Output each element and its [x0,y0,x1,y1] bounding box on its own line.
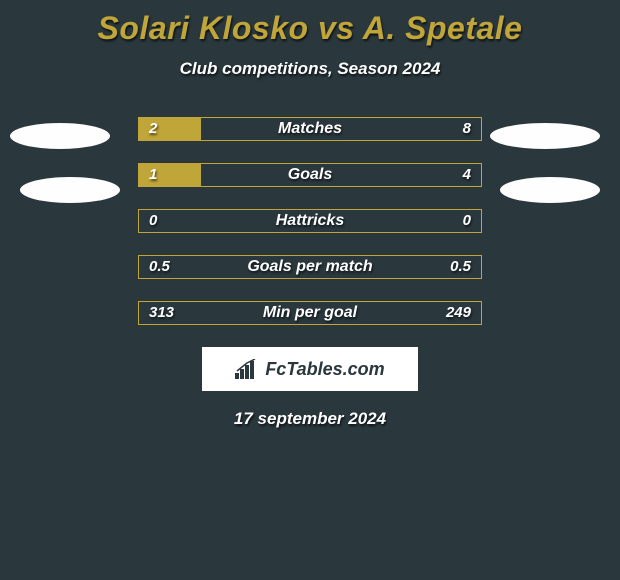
stat-row: 0Hattricks0 [138,209,482,233]
decorative-oval [10,123,110,149]
decorative-oval [500,177,600,203]
stat-row: 0.5Goals per match0.5 [138,255,482,279]
stat-value-right: 8 [463,118,471,140]
stat-value-right: 4 [463,164,471,186]
stat-label: Goals [139,164,481,186]
stat-value-right: 0.5 [450,256,471,278]
stat-label: Min per goal [139,302,481,324]
decorative-oval [490,123,600,149]
stat-value-right: 0 [463,210,471,232]
stat-row: 2Matches8 [138,117,482,141]
brand-text: FcTables.com [265,359,384,380]
page-title: Solari Klosko vs A. Spetale [0,0,620,47]
stat-label: Matches [139,118,481,140]
stat-label: Goals per match [139,256,481,278]
subtitle: Club competitions, Season 2024 [0,59,620,79]
brand-badge: FcTables.com [202,347,418,391]
stat-row: 313Min per goal249 [138,301,482,325]
date-text: 17 september 2024 [0,409,620,429]
brand-chart-icon [235,359,259,379]
stat-value-right: 249 [446,302,471,324]
stat-label: Hattricks [139,210,481,232]
comparison-rows: 2Matches8 1Goals4 0Hattricks0 0.5Goals per … [138,117,482,325]
stat-row: 1Goals4 [138,163,482,187]
decorative-oval [20,177,120,203]
